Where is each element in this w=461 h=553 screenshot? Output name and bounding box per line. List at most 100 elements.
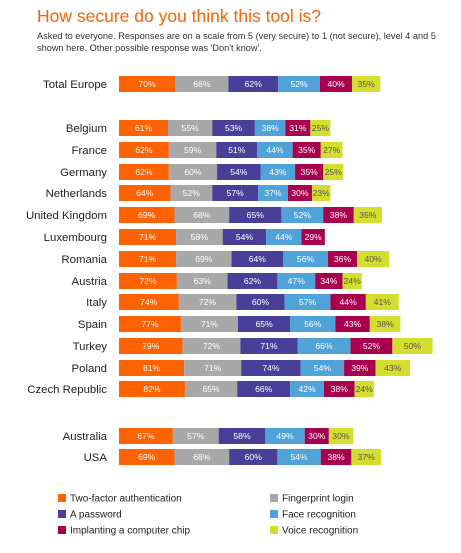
bar-czech-republic-face-recognition <box>290 381 325 397</box>
data-label-australia-a-password: 58% <box>233 431 251 441</box>
bar-turkey-fingerprint-login <box>182 338 241 354</box>
bar-romania-a-password <box>231 251 284 267</box>
bar-poland-two-factor-authentication <box>119 360 185 376</box>
data-label-czech-republic-fingerprint-login: 65% <box>202 384 220 394</box>
legend-label-fingerprint-login: Fingerprint login <box>282 494 354 505</box>
bar-poland-fingerprint-login <box>184 360 242 376</box>
data-label-italy-a-password: 60% <box>252 297 270 307</box>
bar-turkey-voice-recognition <box>392 338 433 354</box>
data-label-turkey-voice-recognition: 50% <box>404 341 422 351</box>
data-label-turkey-a-password: 71% <box>260 341 278 351</box>
data-label-netherlands-implanting-a-computer-chip: 30% <box>291 188 309 198</box>
data-label-poland-fingerprint-login: 71% <box>204 363 222 373</box>
data-label-spain-two-factor-authentication: 77% <box>141 319 159 329</box>
data-label-poland-voice-recognition: 43% <box>384 363 402 373</box>
data-label-spain-voice-recognition: 38% <box>377 319 395 329</box>
data-label-usa-voice-recognition: 37% <box>358 452 376 462</box>
bar-spain-face-recognition <box>290 316 336 332</box>
category-label-total-europe: Total Europe <box>43 79 107 91</box>
data-label-netherlands-voice-recognition: 23% <box>313 188 331 198</box>
data-label-usa-two-factor-authentication: 69% <box>138 452 156 462</box>
bar-netherlands-fingerprint-login <box>170 185 213 201</box>
bar-czech-republic-two-factor-authentication <box>119 381 185 397</box>
bar-belgium-implanting-a-computer-chip <box>285 120 311 136</box>
category-label-austria: Austria <box>72 276 108 288</box>
category-label-turkey: Turkey <box>73 341 108 353</box>
category-label-australia: Australia <box>63 431 108 443</box>
data-label-luxembourg-implanting-a-computer-chip: 29% <box>305 232 323 242</box>
bar-total-europe-voice-recognition <box>352 76 381 92</box>
legend-label-face-recognition: Face recognition <box>282 510 356 521</box>
bar-usa-fingerprint-login <box>174 449 230 465</box>
chart-subtitle: Asked to everyone. Responses are on a sc… <box>37 31 436 54</box>
bar-romania-face-recognition <box>283 251 329 267</box>
data-label-romania-implanting-a-computer-chip: 36% <box>334 254 352 264</box>
data-label-netherlands-fingerprint-login: 52% <box>183 188 201 198</box>
data-label-usa-a-password: 60% <box>245 452 263 462</box>
bar-poland-implanting-a-computer-chip <box>344 360 376 376</box>
bar-united-kingdom-a-password <box>229 207 282 223</box>
bar-poland-face-recognition <box>300 360 345 376</box>
data-label-romania-a-password: 64% <box>249 254 267 264</box>
data-label-total-europe-two-factor-authentication: 70% <box>139 79 157 89</box>
data-label-luxembourg-two-factor-authentication: 71% <box>139 232 157 242</box>
category-label-france: France <box>72 145 107 157</box>
bar-belgium-voice-recognition <box>310 120 331 136</box>
data-label-france-implanting-a-computer-chip: 35% <box>298 145 316 155</box>
bar-netherlands-a-password <box>212 185 259 201</box>
bar-turkey-implanting-a-computer-chip <box>350 338 393 354</box>
bar-luxembourg-implanting-a-computer-chip <box>301 229 325 245</box>
bar-romania-implanting-a-computer-chip <box>328 251 357 267</box>
data-label-luxembourg-fingerprint-login: 58% <box>191 232 209 242</box>
data-label-austria-fingerprint-login: 63% <box>194 276 212 286</box>
bar-czech-republic-fingerprint-login <box>184 381 238 397</box>
category-label-germany: Germany <box>60 167 107 179</box>
data-label-italy-two-factor-authentication: 74% <box>140 297 158 307</box>
bar-turkey-a-password <box>240 338 298 354</box>
data-label-germany-face-recognition: 43% <box>269 167 287 177</box>
legend-swatch-two-factor-authentication <box>58 494 66 502</box>
data-label-austria-voice-recognition: 24% <box>344 276 362 286</box>
bar-belgium-a-password <box>212 120 255 136</box>
category-label-spain: Spain <box>78 319 107 331</box>
bar-united-kingdom-face-recognition <box>281 207 324 223</box>
legend-swatch-voice-recognition <box>270 526 278 534</box>
bar-spain-a-password <box>237 316 291 332</box>
bar-france-face-recognition <box>257 142 293 158</box>
bar-spain-voice-recognition <box>369 316 401 332</box>
data-label-turkey-fingerprint-login: 72% <box>203 341 221 351</box>
data-label-netherlands-a-password: 57% <box>227 188 245 198</box>
data-label-germany-implanting-a-computer-chip: 35% <box>301 167 319 177</box>
data-label-germany-voice-recognition: 25% <box>325 167 343 177</box>
bar-germany-face-recognition <box>260 164 296 180</box>
bar-usa-face-recognition <box>277 449 321 465</box>
bar-luxembourg-fingerprint-login <box>176 229 223 245</box>
bar-usa-implanting-a-computer-chip <box>320 449 352 465</box>
bar-poland-a-password <box>241 360 301 376</box>
data-label-austria-implanting-a-computer-chip: 34% <box>320 276 338 286</box>
bar-spain-fingerprint-login <box>180 316 238 332</box>
legend-swatch-implanting-a-computer-chip <box>58 526 66 534</box>
data-label-total-europe-a-password: 62% <box>245 79 263 89</box>
data-label-france-two-factor-authentication: 62% <box>135 145 153 155</box>
bar-czech-republic-a-password <box>237 381 291 397</box>
data-label-germany-fingerprint-login: 60% <box>184 167 202 177</box>
bar-germany-fingerprint-login <box>168 164 218 180</box>
bar-italy-fingerprint-login <box>178 294 237 310</box>
bar-italy-implanting-a-computer-chip <box>330 294 366 310</box>
data-label-luxembourg-a-password: 54% <box>236 232 254 242</box>
bar-netherlands-two-factor-authentication <box>119 185 171 201</box>
data-label-netherlands-face-recognition: 37% <box>264 188 282 198</box>
bar-belgium-fingerprint-login <box>168 120 213 136</box>
data-label-spain-a-password: 65% <box>256 319 274 329</box>
bar-united-kingdom-fingerprint-login <box>174 207 230 223</box>
data-label-united-kingdom-face-recognition: 52% <box>294 210 312 220</box>
data-label-poland-face-recognition: 54% <box>314 363 332 373</box>
data-label-spain-face-recognition: 56% <box>304 319 322 329</box>
data-label-romania-fingerprint-login: 69% <box>195 254 213 264</box>
bar-france-a-password <box>216 142 258 158</box>
data-label-united-kingdom-voice-recognition: 35% <box>359 210 377 220</box>
bar-netherlands-face-recognition <box>258 185 288 201</box>
category-label-luxembourg: Luxembourg <box>44 232 107 244</box>
bar-austria-two-factor-authentication <box>119 273 177 289</box>
